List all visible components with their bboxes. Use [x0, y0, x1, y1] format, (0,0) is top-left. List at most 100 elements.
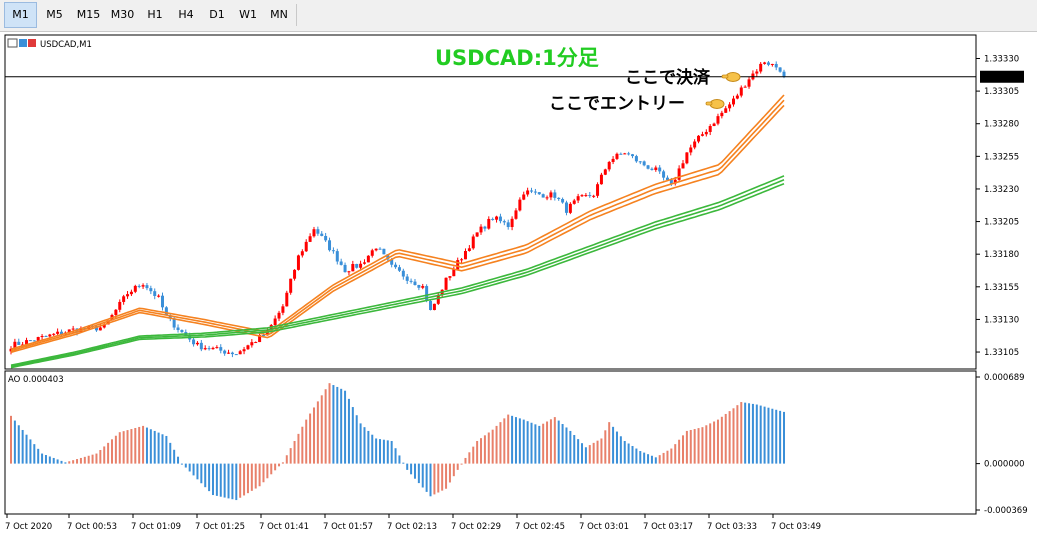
ao-bar [448, 463, 451, 483]
ao-bar [340, 388, 343, 464]
ao-bar [503, 418, 506, 464]
ao-bar [250, 463, 253, 491]
ao-bar [375, 438, 378, 464]
ao-bar [142, 425, 145, 464]
price-tick-label: 1.33205 [984, 218, 1019, 228]
candle-body [324, 235, 328, 241]
ao-bar [538, 425, 541, 464]
ao-bar [173, 449, 176, 464]
candle-body [541, 194, 545, 198]
candle-body [592, 195, 596, 197]
ao-bar [600, 438, 603, 464]
candle-body [642, 161, 646, 166]
candle-body [720, 112, 724, 117]
candle-body [59, 331, 63, 335]
price-tick-label: 1.33230 [984, 185, 1019, 195]
candle-body [405, 276, 409, 281]
ao-bar [153, 430, 156, 464]
candle-body [728, 104, 732, 109]
ao-bar [165, 435, 168, 464]
candle-body [603, 169, 607, 175]
timeframe-toolbar: M1 M5 M15 M30 H1 H4 D1 W1 MN [0, 0, 1037, 32]
candle-body [366, 255, 370, 263]
candle-body [227, 352, 231, 354]
timeframe-button-m5[interactable]: M5 [46, 8, 63, 21]
candle-body [215, 347, 219, 349]
candle-body [250, 342, 254, 346]
candle-body [32, 340, 36, 342]
candle-body [192, 339, 196, 345]
chart-canvas[interactable]: 1.33330 1.33305 1.33280 1.33255 1.33230 1.332… [3, 33, 1033, 537]
ao-bar [678, 439, 681, 464]
candle-body [495, 216, 499, 220]
candle-body [766, 62, 770, 65]
timeframe-button-m15[interactable]: M15 [76, 8, 101, 21]
ao-bar [320, 395, 323, 464]
candle-body [21, 344, 25, 346]
ao-bar [771, 408, 774, 464]
price-tick-label: 1.33330 [984, 54, 1019, 64]
candle-body [359, 263, 363, 268]
candle-body [397, 267, 401, 271]
ao-bar [231, 463, 234, 500]
candle-body [429, 300, 433, 311]
price-pane[interactable] [4, 34, 977, 370]
ao-bar [223, 463, 226, 498]
ao-bar [37, 448, 40, 464]
ao-bar [347, 398, 350, 464]
ao-bar [596, 440, 599, 464]
candle-body [673, 179, 677, 184]
candle-body [331, 250, 335, 252]
ao-bar [615, 431, 618, 464]
ao-bar [421, 463, 424, 488]
ao-bar [441, 463, 444, 491]
ao-bar [662, 452, 665, 464]
ao-bar [783, 411, 785, 464]
time-tick-label: 7 Oct 03:33 [707, 522, 757, 532]
time-tick-label: 7 Oct 02:13 [387, 522, 437, 532]
ao-bar [316, 401, 319, 464]
timeframe-button-m30[interactable]: M30 [110, 8, 135, 21]
ao-bar [608, 422, 611, 464]
ao-bar [709, 423, 712, 464]
ao-bar [72, 460, 75, 464]
ao-bar [740, 402, 743, 464]
timeframe-button-w1[interactable]: W1 [239, 8, 257, 21]
time-tick-label: 7 Oct 01:57 [323, 522, 373, 532]
ao-bar [270, 463, 273, 475]
candle-body [467, 248, 471, 251]
candle-body [708, 126, 712, 132]
timeframe-button-m1[interactable]: M1 [4, 2, 37, 28]
ao-bar [161, 434, 164, 464]
candle-body [44, 336, 48, 338]
candle-body [463, 250, 467, 260]
candle-body [67, 329, 71, 333]
ao-bar [211, 463, 214, 496]
ao-bar [767, 407, 770, 464]
ao-bar [21, 429, 24, 464]
chart-window[interactable]: 1.33330 1.33305 1.33280 1.33255 1.33230 1.332… [3, 33, 1033, 537]
ao-bar [553, 417, 556, 464]
ao-bar [344, 390, 347, 464]
timeframe-button-d1[interactable]: D1 [209, 8, 225, 21]
time-tick-label: 7 Oct 2020 [5, 522, 52, 532]
candle-body [782, 71, 786, 77]
ao-bar [647, 454, 650, 464]
ao-bar [693, 429, 696, 464]
candle-body [471, 236, 475, 249]
candle-body [25, 340, 29, 345]
candle-body [355, 263, 359, 268]
timeframe-button-h1[interactable]: H1 [147, 8, 163, 21]
timeframe-button-h4[interactable]: H4 [178, 8, 194, 21]
ao-bar [530, 422, 533, 464]
candle-body [526, 190, 530, 195]
candle-body [498, 216, 502, 222]
timeframe-button-mn[interactable]: MN [270, 8, 288, 21]
ao-bar [25, 434, 28, 464]
price-tick-label: 1.33255 [984, 152, 1019, 162]
current-price-badge [980, 70, 1024, 83]
ao-bar [476, 440, 479, 464]
ao-bar [565, 427, 568, 464]
ao-bar [433, 463, 436, 495]
ao-tick-label: 0.000000 [984, 460, 1025, 470]
